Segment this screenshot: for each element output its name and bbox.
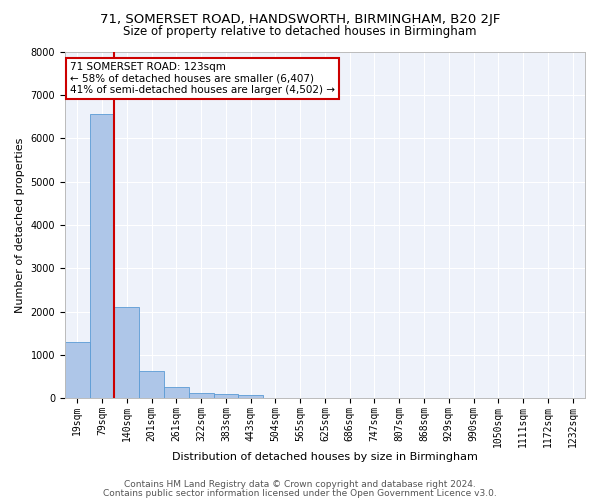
Y-axis label: Number of detached properties: Number of detached properties: [15, 137, 25, 312]
Text: 71, SOMERSET ROAD, HANDSWORTH, BIRMINGHAM, B20 2JF: 71, SOMERSET ROAD, HANDSWORTH, BIRMINGHA…: [100, 12, 500, 26]
X-axis label: Distribution of detached houses by size in Birmingham: Distribution of detached houses by size …: [172, 452, 478, 462]
Bar: [65, 342, 89, 398]
Text: 71 SOMERSET ROAD: 123sqm
← 58% of detached houses are smaller (6,407)
41% of sem: 71 SOMERSET ROAD: 123sqm ← 58% of detach…: [70, 62, 335, 95]
Bar: [238, 395, 263, 398]
Bar: [89, 114, 115, 398]
Bar: [115, 307, 139, 398]
Bar: [139, 371, 164, 398]
Text: Size of property relative to detached houses in Birmingham: Size of property relative to detached ho…: [123, 25, 477, 38]
Bar: [189, 393, 214, 398]
Bar: [164, 388, 189, 398]
Text: Contains public sector information licensed under the Open Government Licence v3: Contains public sector information licen…: [103, 489, 497, 498]
Bar: [214, 394, 238, 398]
Text: Contains HM Land Registry data © Crown copyright and database right 2024.: Contains HM Land Registry data © Crown c…: [124, 480, 476, 489]
